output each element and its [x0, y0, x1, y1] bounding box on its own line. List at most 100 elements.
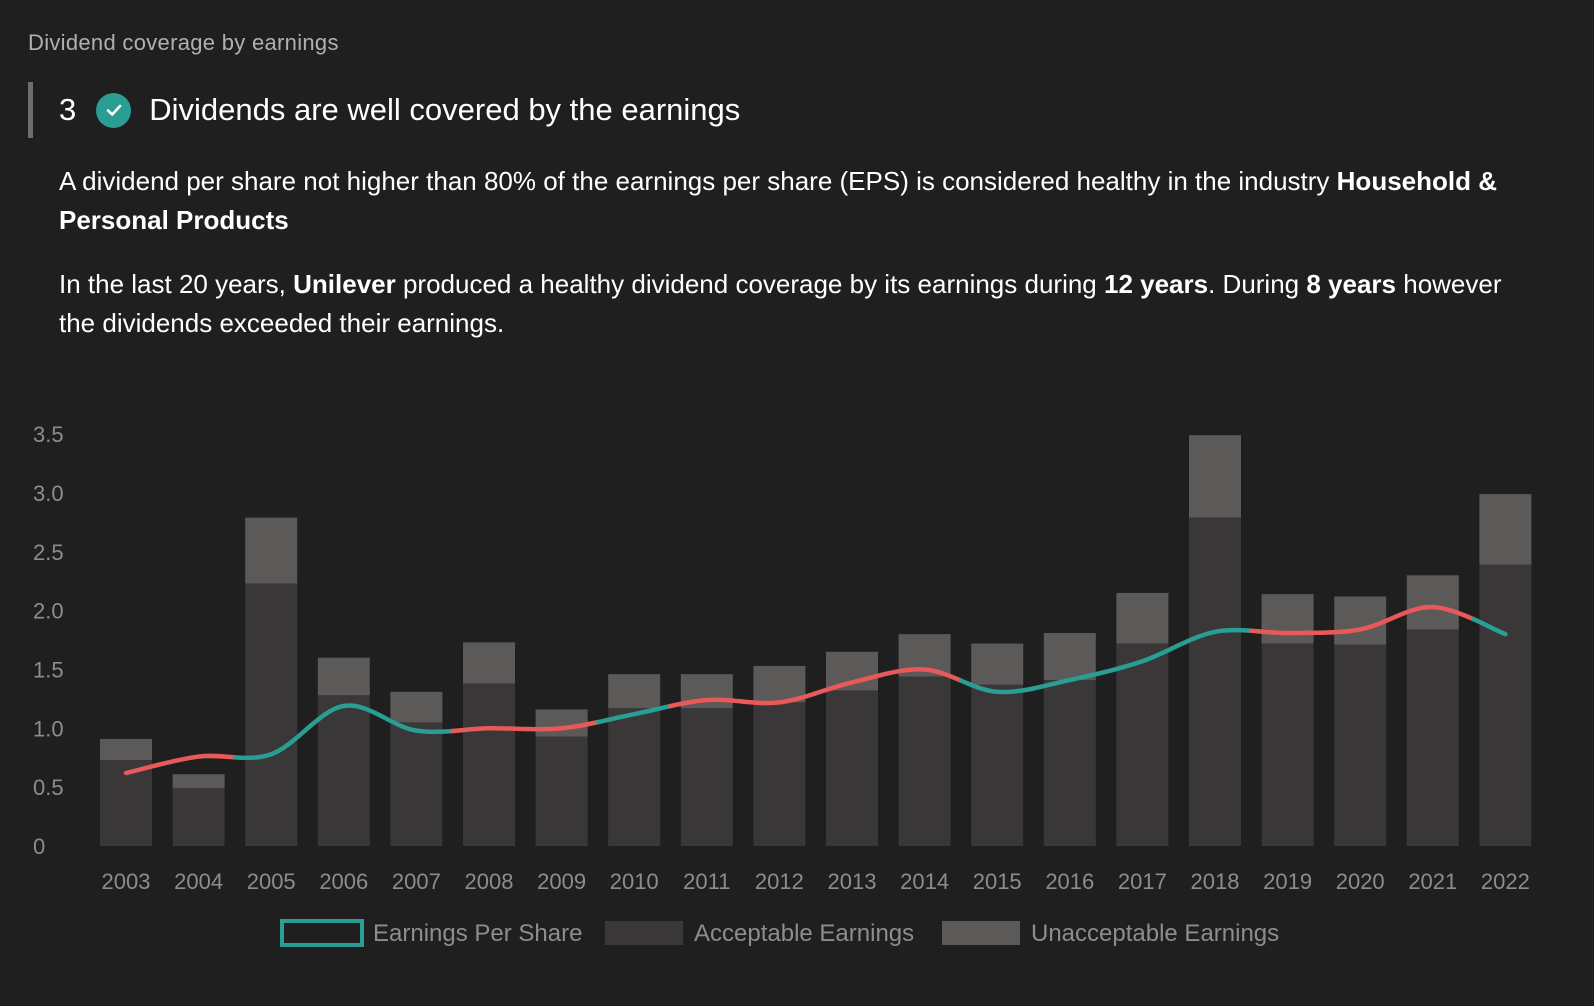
x-tick-label: 2014	[900, 869, 949, 894]
x-tick-label: 2012	[755, 869, 804, 894]
eps-line-segment	[305, 703, 347, 731]
eps-line-segment	[1321, 627, 1363, 635]
eps-line-segment	[595, 711, 637, 725]
bar-unacceptable-earnings	[535, 709, 588, 737]
eps-line-segment	[341, 703, 383, 718]
eps-line-segment	[523, 726, 564, 732]
eps-line-segment	[486, 726, 528, 732]
y-tick-label: 1.5	[33, 657, 64, 682]
legend-label-eps: Earnings Per Share	[373, 920, 582, 947]
eps-line-segment	[994, 686, 1036, 695]
bar-acceptable-earnings	[1479, 564, 1532, 846]
summary-part-4: however the dividends exceeded their ear…	[59, 269, 1502, 338]
legend-swatch-eps	[280, 919, 364, 947]
eps-line-segment	[1249, 628, 1290, 636]
x-tick-label: 2009	[537, 869, 586, 894]
bar-acceptable-earnings	[1189, 517, 1241, 846]
x-tick-label: 2007	[392, 869, 441, 894]
eps-line-segment	[155, 754, 201, 768]
legend-label-acceptable: Acceptable Earnings	[694, 920, 914, 947]
eps-line-segment	[196, 753, 238, 760]
criterion-title: Dividends are well covered by the earnin…	[149, 92, 741, 127]
eps-line-segment	[1357, 614, 1399, 632]
x-tick-label: 2017	[1118, 869, 1167, 894]
bar-series	[100, 435, 1532, 846]
eps-line-segment	[958, 678, 1000, 695]
eps-line-segment	[414, 728, 455, 735]
eps-line-segment	[849, 671, 891, 685]
x-tick-label: 2013	[828, 869, 877, 894]
eps-line-segment	[1430, 604, 1476, 622]
bar-acceptable-earnings	[608, 708, 661, 846]
bar-unacceptable-earnings	[971, 643, 1024, 685]
summary-part-3: . During	[1208, 269, 1307, 299]
x-tick-label: 2018	[1191, 869, 1240, 894]
bar-unacceptable-earnings	[1261, 594, 1314, 644]
bar-acceptable-earnings	[463, 683, 515, 846]
eps-line-segment	[922, 667, 964, 683]
legend-swatch-unacceptable	[942, 921, 1020, 945]
bar-acceptable-earnings	[753, 702, 806, 846]
eps-line-segment	[1471, 616, 1508, 637]
bar-unacceptable-earnings	[1043, 632, 1096, 681]
company-name: Unilever	[293, 269, 396, 299]
coverage-summary-text: In the last 20 years, Unilever produced …	[59, 265, 1529, 343]
x-tick-label: 2020	[1336, 869, 1385, 894]
exceeded-years-count: 8 years	[1306, 269, 1397, 299]
eps-line-segment	[268, 726, 310, 757]
criterion-heading: 3 Dividends are well covered by the earn…	[28, 82, 740, 138]
y-tick-label: 0.5	[33, 775, 64, 800]
bar-unacceptable-earnings	[172, 774, 225, 789]
eps-line-segment	[123, 762, 161, 776]
industry-threshold-text: A dividend per share not higher than 80%…	[59, 162, 1529, 240]
bar-unacceptable-earnings	[390, 691, 443, 723]
bar-acceptable-earnings	[535, 736, 588, 846]
bar-unacceptable-earnings	[1189, 435, 1241, 518]
y-axis: 0 0.5 1.0 1.5 2.0 2.5 3.0 3.5	[33, 422, 64, 859]
eps-line-segment	[377, 713, 419, 733]
bar-acceptable-earnings	[245, 583, 298, 846]
legend-swatch-acceptable	[605, 921, 683, 945]
eps-line-segment	[1212, 627, 1254, 635]
bar-unacceptable-earnings	[1334, 596, 1387, 645]
bar-acceptable-earnings	[680, 708, 733, 846]
bar-acceptable-earnings	[1116, 643, 1169, 846]
bar-acceptable-earnings	[1334, 644, 1387, 846]
threshold-description: A dividend per share not higher than 80%…	[59, 166, 1337, 196]
bar-acceptable-earnings	[971, 684, 1024, 846]
x-tick-label: 2003	[102, 869, 151, 894]
section-label: Dividend coverage by earnings	[28, 30, 339, 55]
eps-line-segment	[813, 680, 855, 696]
bar-unacceptable-earnings	[100, 738, 152, 761]
y-tick-label: 3.0	[33, 481, 64, 506]
x-tick-label: 2021	[1408, 869, 1457, 894]
x-tick-label: 2019	[1263, 869, 1312, 894]
bar-unacceptable-earnings	[753, 665, 806, 703]
x-axis: 2003 2004 2005 2006 2007 2008 2009 2010 2011 2012…	[102, 869, 1530, 894]
bar-acceptable-earnings	[317, 695, 370, 846]
bar-acceptable-earnings	[172, 788, 225, 846]
legend-label-unacceptable: Unacceptable Earnings	[1031, 920, 1279, 947]
eps-line-segment	[1176, 629, 1218, 648]
eps-line-segment	[740, 699, 782, 706]
eps-line-segment	[631, 703, 673, 717]
industry-name: Household & Personal Products	[59, 166, 1497, 235]
eps-line	[123, 604, 1508, 776]
eps-line-segment	[232, 751, 274, 761]
bar-unacceptable-earnings	[245, 517, 298, 584]
bar-acceptable-earnings	[1406, 629, 1459, 846]
y-tick-label: 1.0	[33, 716, 64, 741]
bar-unacceptable-earnings	[317, 657, 370, 696]
bar-acceptable-earnings	[898, 676, 951, 846]
y-tick-label: 3.5	[33, 422, 64, 447]
bar-unacceptable-earnings	[826, 651, 878, 691]
eps-line-segment	[1067, 669, 1109, 683]
bar-unacceptable-earnings	[608, 674, 661, 709]
bar-unacceptable-earnings	[1406, 575, 1459, 630]
eps-line-segment	[886, 667, 927, 676]
bar-unacceptable-earnings	[463, 642, 515, 684]
summary-part-2: produced a healthy dividend coverage by …	[395, 269, 1104, 299]
eps-line-segment	[1140, 642, 1181, 664]
x-tick-label: 2005	[247, 869, 296, 894]
bar-unacceptable-earnings	[1116, 592, 1169, 644]
